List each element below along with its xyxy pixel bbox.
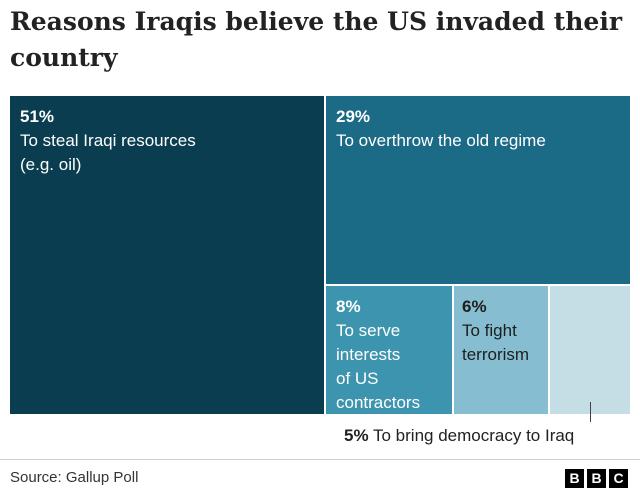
bbc-logo: B B C bbox=[565, 469, 628, 488]
tile-overthrow-regime: 29% To overthrow the old regime bbox=[326, 96, 630, 284]
footer-divider bbox=[0, 459, 640, 460]
tile-steal-resources: 51% To steal Iraqi resources (e.g. oil) bbox=[10, 96, 324, 414]
tile-category-label: To serve interests of US contractors bbox=[336, 321, 421, 412]
tile-category-label: To fight terrorism bbox=[462, 321, 530, 364]
callout-democracy: 5% To bring democracy to Iraq bbox=[344, 425, 574, 447]
tile-category-label: To overthrow the old regime bbox=[336, 131, 546, 150]
logo-letter: B bbox=[587, 469, 606, 488]
tile-fight-terrorism: 6% To fight terrorism bbox=[454, 286, 548, 414]
tile-bring-democracy bbox=[550, 286, 630, 414]
tile-value-label: 29% bbox=[336, 107, 371, 126]
tile-value-label: 6% bbox=[462, 297, 487, 316]
callout-leader-line bbox=[590, 402, 591, 422]
chart-title: Reasons Iraqis believe the US invaded th… bbox=[10, 7, 622, 72]
tile-value-label: 8% bbox=[336, 297, 361, 316]
logo-letter: C bbox=[609, 469, 628, 488]
callout-value-label: 5% bbox=[344, 426, 369, 445]
tile-us-contractors: 8% To serve interests of US contractors bbox=[326, 286, 452, 414]
tile-category-label: To steal Iraqi resources (e.g. oil) bbox=[20, 131, 196, 174]
tile-value-label: 51% bbox=[20, 107, 55, 126]
callout-category-label: To bring democracy to Iraq bbox=[373, 426, 575, 445]
source-note: Source: Gallup Poll bbox=[10, 469, 139, 486]
logo-letter: B bbox=[565, 469, 584, 488]
